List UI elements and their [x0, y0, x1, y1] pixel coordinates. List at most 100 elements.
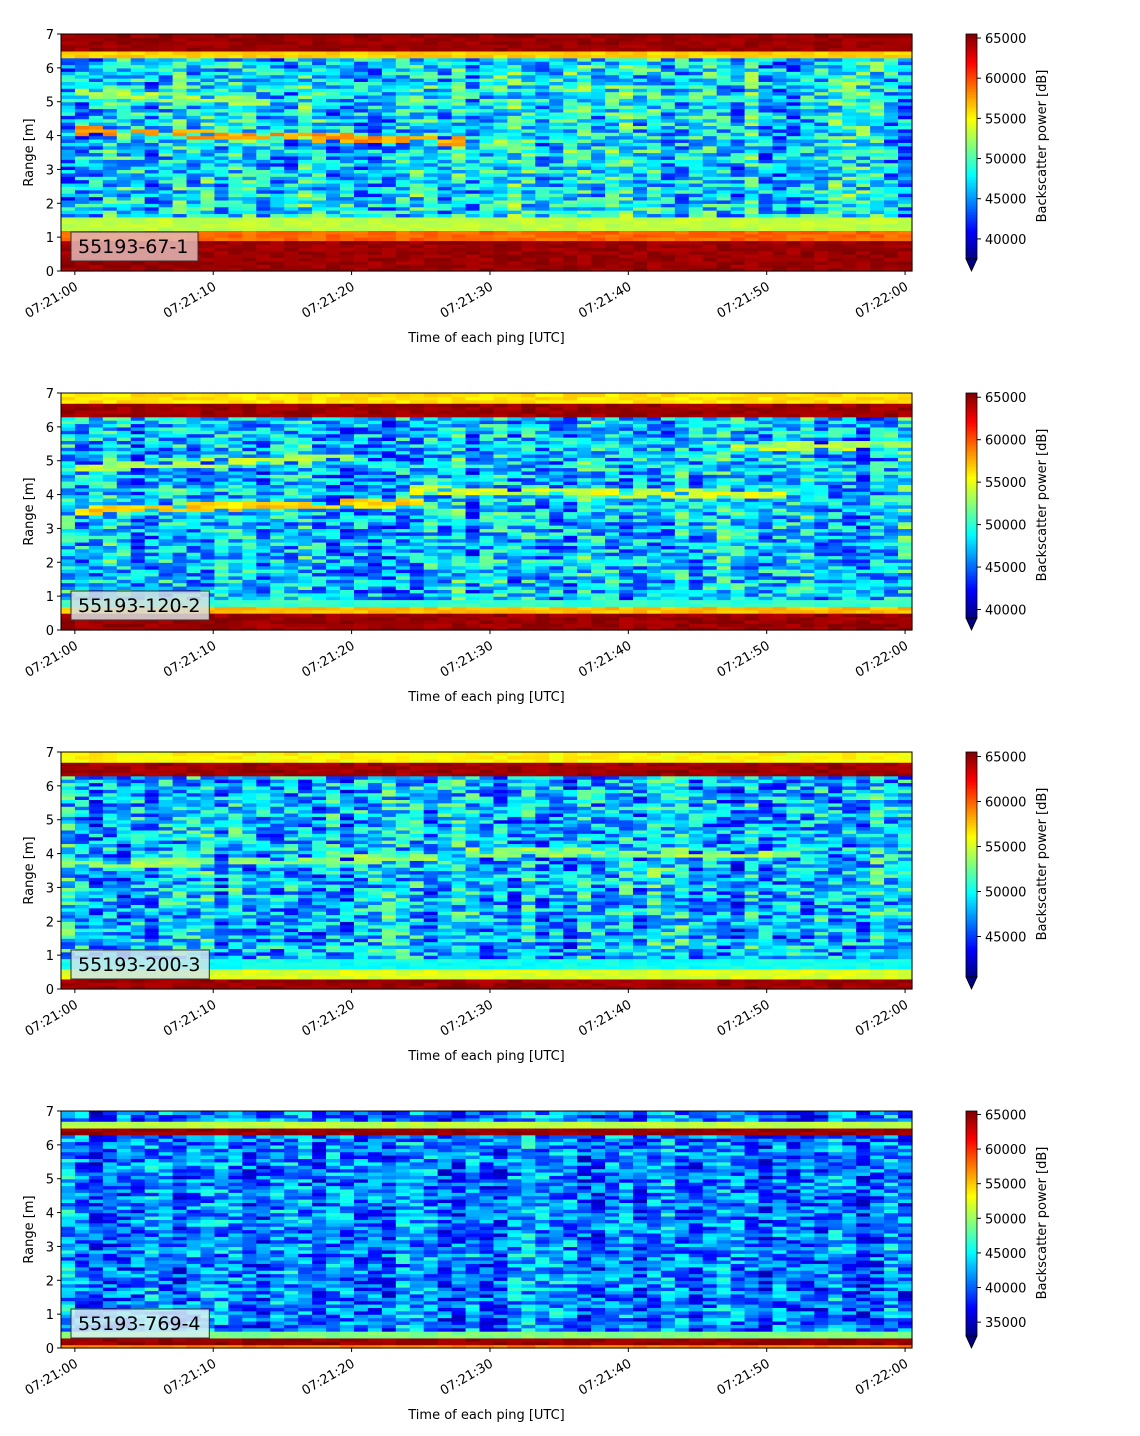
colorbar-segment [966, 39, 977, 43]
heatmap-cell [493, 54, 509, 59]
heatmap-cell [842, 142, 857, 147]
colorbar-segment [966, 56, 977, 60]
heatmap-cell [395, 267, 411, 272]
heatmap-cell [312, 155, 327, 160]
heatmap-cell [674, 108, 690, 113]
heatmap-cell [353, 47, 369, 52]
heatmap-cell [381, 54, 397, 59]
heatmap-cell [479, 230, 495, 235]
heatmap-cell [381, 47, 397, 52]
heatmap-cell [744, 220, 760, 225]
heatmap-cell [312, 37, 327, 42]
heatmap-cell [312, 54, 327, 59]
heatmap-cell [381, 203, 397, 208]
heatmap-cell [158, 135, 174, 140]
heatmap-cell [800, 74, 815, 79]
heatmap-cell [605, 54, 620, 59]
heatmap-cell [451, 67, 467, 72]
heatmap-cell [270, 233, 285, 238]
heatmap-cell [172, 152, 188, 157]
heatmap-cell [228, 159, 243, 164]
heatmap-cell [130, 555, 146, 560]
heatmap-cell [605, 115, 620, 120]
heatmap-cell [74, 572, 90, 577]
heatmap-cell [284, 88, 299, 93]
heatmap-cell [814, 233, 829, 238]
heatmap-cell [116, 186, 132, 191]
heatmap-cell [61, 420, 76, 425]
heatmap-cell [326, 44, 341, 49]
heatmap-cell [61, 257, 76, 262]
heatmap-cell [270, 203, 285, 208]
heatmap-cell [158, 220, 174, 225]
heatmap-cell [856, 149, 871, 154]
heatmap-cell [61, 111, 76, 116]
heatmap-cell [688, 98, 704, 103]
heatmap-cell [61, 47, 76, 52]
heatmap-cell [870, 88, 885, 93]
heatmap-cell [786, 101, 801, 106]
heatmap-cell [270, 230, 285, 235]
y-tick-label: 1 [46, 231, 54, 246]
heatmap-cell [284, 44, 299, 49]
heatmap-cell [61, 101, 76, 106]
heatmap-cell [856, 233, 871, 238]
heatmap-cell [298, 125, 313, 130]
heatmap-cell [102, 470, 118, 475]
heatmap-cell [772, 213, 788, 218]
heatmap-cell [688, 67, 704, 72]
heatmap-cell [870, 132, 885, 137]
heatmap-cell [716, 81, 732, 86]
heatmap-cell [395, 94, 411, 99]
heatmap-cell [228, 162, 243, 167]
heatmap-cell [228, 179, 243, 184]
heatmap-cell [521, 34, 536, 38]
heatmap-cell [465, 264, 481, 269]
heatmap-cell [353, 233, 369, 238]
heatmap-cell [800, 34, 815, 38]
heatmap-cell [353, 260, 369, 265]
heatmap-cell [465, 220, 481, 225]
heatmap-cell [772, 98, 788, 103]
heatmap-cell [842, 84, 857, 89]
heatmap-cell [61, 233, 76, 238]
heatmap-cell [326, 203, 341, 208]
heatmap-cell [74, 189, 90, 194]
heatmap-cell [577, 81, 592, 86]
heatmap-cell [74, 552, 90, 557]
heatmap-cell [577, 213, 592, 218]
heatmap-cell [786, 267, 801, 272]
heatmap-cell [870, 247, 885, 252]
heatmap-cell [298, 155, 313, 160]
heatmap-cell [507, 159, 522, 164]
heatmap-cell [409, 159, 425, 164]
heatmap-cell [730, 210, 746, 215]
heatmap-cell [144, 562, 160, 567]
heatmap-cell [493, 50, 509, 55]
heatmap-cell [423, 233, 439, 238]
heatmap-cell [88, 585, 104, 590]
heatmap-cell [256, 213, 271, 218]
heatmap-cell [577, 138, 592, 143]
heatmap-cell [102, 569, 118, 574]
heatmap-cell [270, 193, 285, 198]
heatmap-cell [646, 145, 662, 150]
heatmap-cell [786, 67, 801, 72]
heatmap-cell [884, 125, 899, 130]
heatmap-cell [563, 182, 578, 187]
heatmap-cell [326, 125, 341, 130]
heatmap-cell [758, 176, 774, 181]
heatmap-cell [744, 74, 760, 79]
heatmap-cell [632, 37, 648, 42]
heatmap-cell [660, 81, 676, 86]
heatmap-cell [144, 199, 160, 204]
heatmap-cell [870, 34, 885, 38]
heatmap-cell [158, 111, 174, 116]
heatmap-cell [312, 247, 327, 252]
heatmap-cell [786, 260, 801, 265]
heatmap-cell [814, 61, 829, 66]
heatmap-cell [88, 149, 104, 154]
heatmap-cell [619, 71, 634, 76]
heatmap-cell [298, 250, 313, 255]
heatmap-cell [605, 199, 620, 204]
